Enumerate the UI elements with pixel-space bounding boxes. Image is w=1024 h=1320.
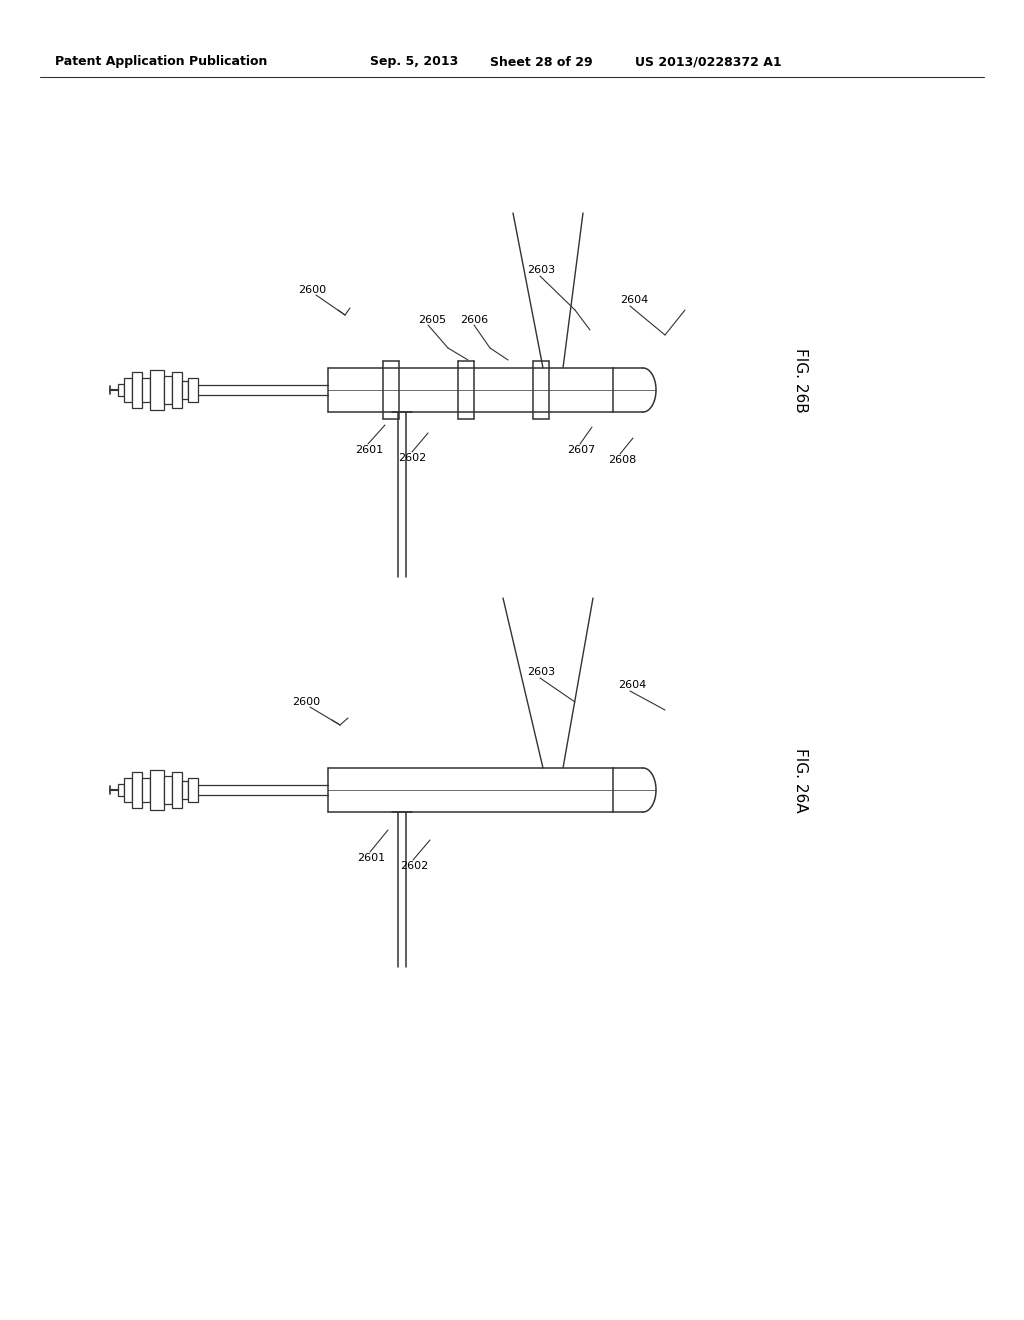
Text: 2603: 2603 [527, 667, 555, 677]
Text: FIG. 26B: FIG. 26B [793, 347, 808, 412]
Text: 2604: 2604 [620, 294, 648, 305]
Bar [132, 372, 142, 408]
Bar [124, 378, 132, 403]
Text: Sep. 5, 2013: Sep. 5, 2013 [370, 55, 459, 69]
Bar [132, 772, 142, 808]
Text: 2600: 2600 [298, 285, 326, 294]
Text: 2602: 2602 [400, 861, 428, 871]
Bar [118, 384, 124, 396]
Text: 2602: 2602 [398, 453, 426, 463]
Bar [118, 784, 124, 796]
Bar [188, 378, 198, 403]
Bar [164, 776, 172, 804]
Bar [164, 376, 172, 404]
Bar [172, 772, 182, 808]
Text: 2601: 2601 [355, 445, 383, 455]
Bar [182, 781, 188, 799]
Bar [142, 777, 150, 803]
Text: 2604: 2604 [618, 680, 646, 690]
Bar [124, 777, 132, 803]
Bar [150, 770, 164, 810]
Text: 2607: 2607 [567, 445, 595, 455]
Text: 2606: 2606 [460, 315, 488, 325]
Bar [142, 378, 150, 403]
Text: FIG. 26A: FIG. 26A [793, 747, 808, 812]
Text: Patent Application Publication: Patent Application Publication [55, 55, 267, 69]
Bar [172, 372, 182, 408]
Text: 2600: 2600 [292, 697, 321, 708]
Text: US 2013/0228372 A1: US 2013/0228372 A1 [635, 55, 781, 69]
Text: 2605: 2605 [418, 315, 446, 325]
Bar [188, 777, 198, 803]
Text: Sheet 28 of 29: Sheet 28 of 29 [490, 55, 593, 69]
Bar [182, 381, 188, 399]
Bar [150, 370, 164, 411]
Text: 2603: 2603 [527, 265, 555, 275]
Text: 2601: 2601 [357, 853, 385, 863]
Text: 2608: 2608 [608, 455, 636, 465]
